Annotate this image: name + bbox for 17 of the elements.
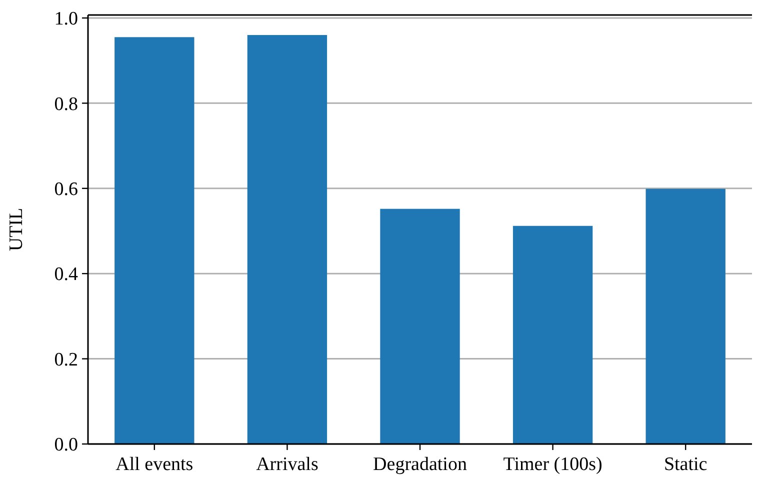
y-tick-label: 0.4 [54,264,78,286]
y-tick-label: 0.0 [54,434,78,456]
y-tick-label: 0.6 [54,179,78,200]
bar [247,35,328,444]
bar [380,208,460,444]
x-tick-label: Static [664,454,708,475]
bar [114,37,194,444]
y-tick-label: 1.0 [54,8,78,30]
x-tick-label: All events [116,454,194,475]
bar [646,188,726,444]
x-tick-label: Timer (100s) [503,454,602,475]
y-axis-title: UTIL [6,208,27,252]
y-tick-label: 0.8 [54,94,78,115]
x-tick-label: Degradation [373,454,468,475]
x-tick-label: Arrivals [256,454,318,475]
y-tick-label: 0.2 [54,349,78,370]
bar [512,226,593,444]
